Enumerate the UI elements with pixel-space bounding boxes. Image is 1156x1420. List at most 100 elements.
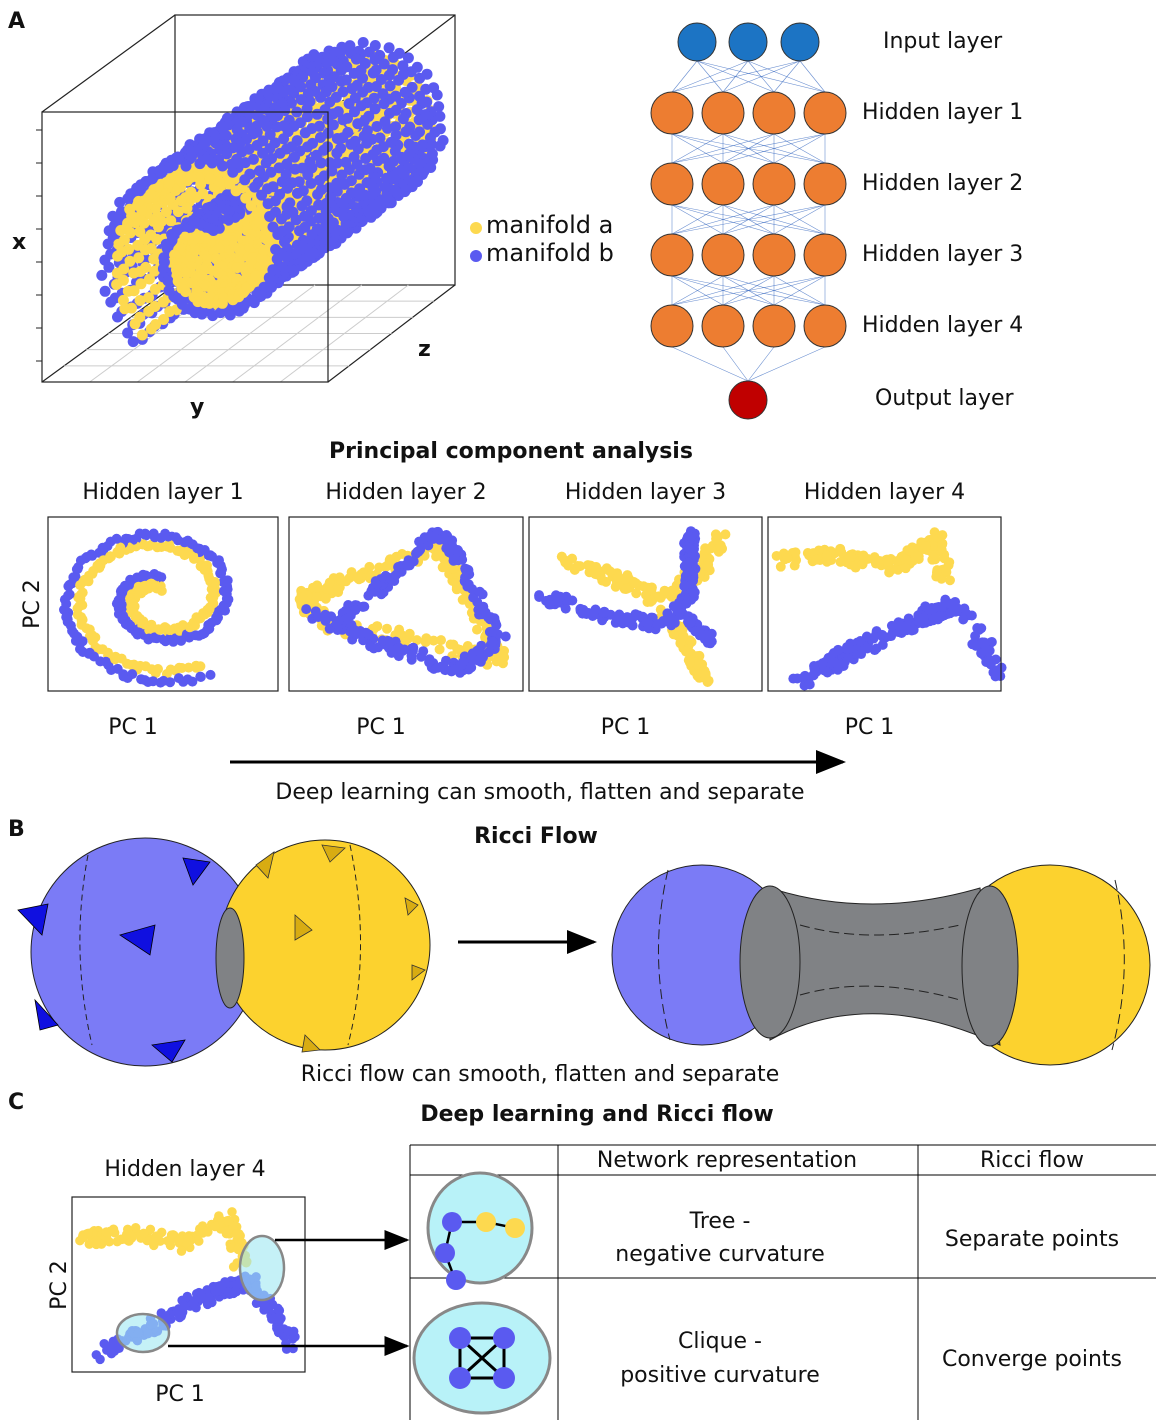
layer-label: Hidden layer 1 [862,100,1023,125]
point [162,275,174,287]
point [448,563,458,574]
point [111,279,123,290]
point [371,121,383,132]
point [711,534,722,545]
point [414,72,426,84]
connection [671,133,775,164]
point [685,657,695,668]
point [467,584,478,595]
point [410,130,422,141]
point [71,564,82,575]
point [690,626,701,637]
point [336,169,348,181]
connection [671,275,826,306]
point [788,673,799,684]
point [306,229,318,241]
point [161,243,173,255]
point [295,81,307,93]
neuron [803,233,847,277]
point [279,236,290,248]
point [705,543,716,554]
point [264,211,276,222]
point [63,581,74,592]
connection [671,60,801,93]
point [216,297,228,309]
point [429,531,440,542]
connection [722,346,749,382]
point [376,589,387,600]
point [77,636,88,647]
point [677,624,688,635]
neuron [728,22,768,62]
point [440,535,451,546]
connection [671,60,749,93]
point [686,532,696,543]
point [204,297,215,309]
point [642,597,653,607]
point [145,323,157,335]
point [700,668,711,679]
point [124,203,136,215]
point [382,623,392,634]
point [163,177,175,189]
point [331,618,342,629]
connection [773,133,826,164]
point [165,677,176,688]
point [267,264,279,276]
neuron [701,91,745,135]
point [181,202,193,214]
axis-label: y [190,395,204,420]
point [270,244,282,255]
point [183,662,194,673]
legend-label: manifold a [486,211,613,239]
axis-label: PC 1 [356,715,406,740]
point [666,591,677,602]
point [122,217,134,229]
point [391,569,402,580]
3d-front [41,111,329,383]
point [299,127,311,139]
point [368,643,379,654]
connection [671,204,724,235]
connection [671,275,775,306]
point [500,631,511,642]
point [683,566,694,577]
neuron [752,91,796,135]
point [129,318,141,330]
point [273,162,285,174]
point [653,591,664,602]
point [267,221,279,233]
connection [722,60,801,93]
neuron [752,304,796,348]
point [217,160,228,172]
point [292,187,303,199]
point [563,560,574,571]
point [289,163,301,175]
point [113,238,125,250]
point [114,548,125,559]
point [124,255,136,267]
point [487,626,498,637]
point [153,664,163,674]
point [164,539,174,550]
point [414,90,425,102]
point [702,677,713,687]
point [315,91,326,103]
point [167,160,179,172]
point [311,591,322,601]
point [363,629,374,640]
neuron [803,91,847,135]
point [378,58,390,70]
point [575,561,586,572]
point [180,267,192,279]
point [352,118,364,130]
point [127,669,138,680]
point [107,210,119,222]
point [662,616,673,626]
point [702,637,713,648]
point [333,585,344,595]
point [672,605,683,616]
point [335,574,346,585]
